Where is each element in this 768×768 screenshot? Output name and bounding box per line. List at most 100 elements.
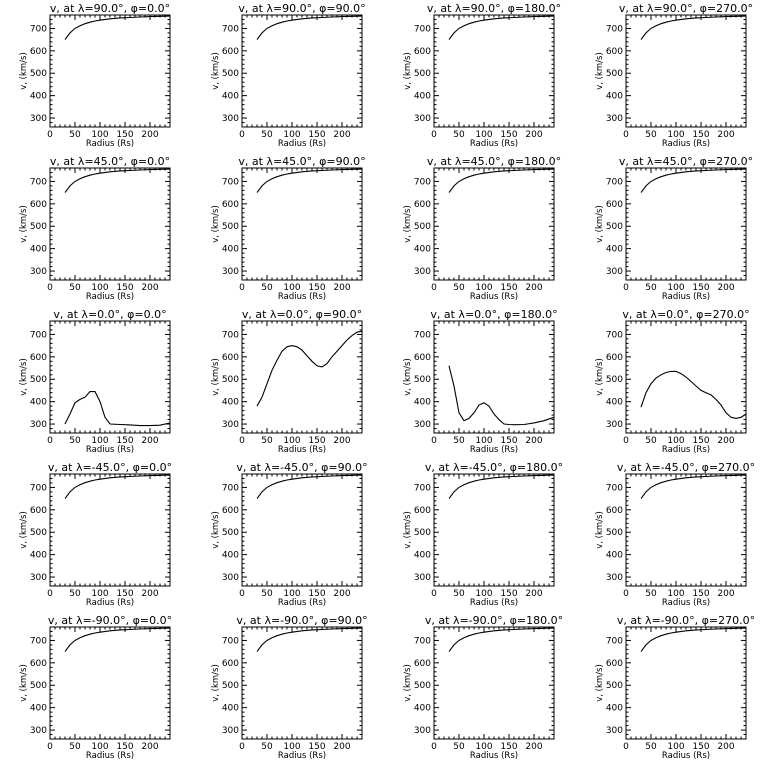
y-tick-label: 300 <box>222 573 239 583</box>
series-line <box>256 627 363 652</box>
x-tick-label: 100 <box>283 436 300 446</box>
y-tick-label: 500 <box>222 681 239 691</box>
x-tick-label: 100 <box>475 742 492 752</box>
y-tick-label: 300 <box>414 573 431 583</box>
plot-frame <box>433 473 555 587</box>
x-tick-label: 0 <box>431 130 437 140</box>
y-tick-label: 300 <box>414 726 431 736</box>
y-tick-label: 500 <box>30 528 47 538</box>
y-tick-label: 400 <box>222 245 239 255</box>
x-tick-label: 100 <box>283 742 300 752</box>
x-tick-label: 200 <box>525 589 542 599</box>
y-axis-label: v, (km/s) <box>595 52 605 90</box>
series-line <box>448 365 555 426</box>
y-tick-label: 500 <box>606 69 623 79</box>
x-axis-label: Radius (Rs) <box>662 139 710 149</box>
y-tick-label: 300 <box>222 267 239 277</box>
y-tick-label: 400 <box>606 92 623 102</box>
plot-frame <box>433 626 555 740</box>
x-tick-label: 0 <box>623 742 629 752</box>
y-tick-label: 600 <box>414 506 431 516</box>
x-tick-label: 200 <box>717 130 734 140</box>
y-tick-label: 600 <box>222 353 239 363</box>
x-axis-label: Radius (Rs) <box>278 445 326 455</box>
y-tick-label: 600 <box>414 353 431 363</box>
x-tick-label: 0 <box>239 436 245 446</box>
x-tick-label: 0 <box>239 742 245 752</box>
y-axis-label: v, (km/s) <box>211 205 221 243</box>
y-tick-label: 600 <box>414 659 431 669</box>
x-tick-label: 150 <box>116 436 133 446</box>
y-tick-label: 300 <box>30 114 47 124</box>
x-axis-label: Radius (Rs) <box>278 139 326 149</box>
y-tick-label: 700 <box>606 24 623 34</box>
series-line <box>448 15 555 40</box>
x-tick-label: 50 <box>645 283 657 293</box>
series-line <box>256 15 363 40</box>
chart-panel: v, at λ=-90.0°, φ=90.0° 0 50 100 150 200 300 40… <box>211 614 368 761</box>
y-tick-label: 500 <box>222 528 239 538</box>
y-tick-label: 500 <box>414 375 431 385</box>
y-axis-label: v, (km/s) <box>19 664 29 702</box>
y-tick-label: 500 <box>30 375 47 385</box>
x-tick-label: 50 <box>453 130 465 140</box>
x-tick-label: 200 <box>141 283 158 293</box>
series-line <box>640 168 747 193</box>
y-tick-label: 300 <box>606 114 623 124</box>
chart-title: v, at λ=0.0°, φ=180.0° <box>430 308 557 321</box>
y-tick-label: 300 <box>30 267 47 277</box>
plot-frame <box>241 626 363 740</box>
plot-frame <box>49 626 171 740</box>
x-tick-label: 50 <box>453 283 465 293</box>
x-tick-label: 50 <box>645 589 657 599</box>
x-tick-label: 50 <box>69 130 81 140</box>
x-axis-label: Radius (Rs) <box>662 445 710 455</box>
x-tick-label: 150 <box>308 742 325 752</box>
y-tick-label: 700 <box>606 636 623 646</box>
x-tick-label: 0 <box>623 589 629 599</box>
x-tick-label: 150 <box>692 742 709 752</box>
y-tick-label: 700 <box>606 330 623 340</box>
x-tick-label: 100 <box>91 436 108 446</box>
x-tick-label: 100 <box>667 283 684 293</box>
chart-title: v, at λ=-45.0°, φ=90.0° <box>236 461 367 474</box>
x-axis-label: Radius (Rs) <box>86 598 134 608</box>
chart-panel: v, at λ=-90.0°, φ=0.0° 0 50 100 150 200 300 400… <box>19 614 172 761</box>
plot-frame <box>625 167 747 281</box>
plot-frame <box>241 14 363 128</box>
x-tick-label: 200 <box>717 436 734 446</box>
y-tick-label: 600 <box>30 659 47 669</box>
x-tick-label: 100 <box>91 283 108 293</box>
series-line <box>256 474 363 499</box>
y-tick-label: 400 <box>30 245 47 255</box>
x-tick-label: 50 <box>261 436 273 446</box>
x-tick-label: 0 <box>47 283 53 293</box>
y-tick-label: 500 <box>414 681 431 691</box>
y-tick-label: 600 <box>30 353 47 363</box>
x-tick-label: 50 <box>645 436 657 446</box>
series-line <box>640 370 747 419</box>
series-line <box>256 168 363 193</box>
x-tick-label: 150 <box>308 436 325 446</box>
y-tick-label: 400 <box>414 398 431 408</box>
y-tick-label: 400 <box>606 245 623 255</box>
plot-frame <box>433 167 555 281</box>
plot-frame <box>49 14 171 128</box>
x-tick-label: 200 <box>333 589 350 599</box>
y-tick-label: 300 <box>606 267 623 277</box>
x-tick-label: 200 <box>717 589 734 599</box>
y-tick-label: 400 <box>606 398 623 408</box>
y-tick-label: 300 <box>30 420 47 430</box>
chart-title: v, at λ=-90.0°, φ=0.0° <box>48 614 172 627</box>
x-tick-label: 100 <box>475 589 492 599</box>
y-tick-label: 500 <box>222 375 239 385</box>
x-tick-label: 50 <box>261 589 273 599</box>
x-tick-label: 100 <box>475 130 492 140</box>
y-tick-label: 400 <box>414 551 431 561</box>
series-line <box>64 168 171 193</box>
plot-frame <box>49 167 171 281</box>
y-tick-label: 600 <box>606 47 623 57</box>
series-line <box>640 15 747 40</box>
x-axis-label: Radius (Rs) <box>662 598 710 608</box>
